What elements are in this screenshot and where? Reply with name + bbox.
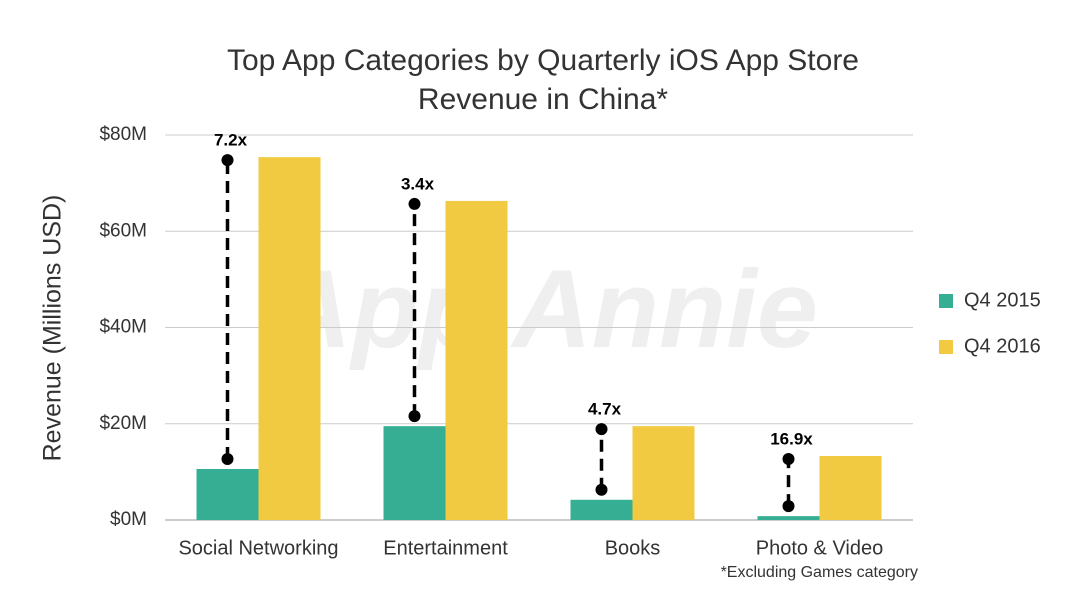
- annotation: 7.2x: [214, 131, 248, 150]
- bar: [196, 468, 259, 520]
- y-tick-label: $20M: [99, 413, 147, 434]
- connector-dot: [221, 154, 234, 167]
- annotation: 4.7x: [588, 400, 622, 419]
- annotation: 3.4x: [401, 174, 435, 193]
- connector-dot: [408, 197, 421, 210]
- bar: [819, 455, 882, 520]
- bar: [570, 499, 633, 520]
- y-tick-label: $80M: [99, 124, 147, 145]
- y-tick-label: $0M: [110, 509, 147, 530]
- legend-label: Q4 2015: [964, 289, 1041, 311]
- connector-dot: [782, 500, 795, 513]
- connector-dot: [595, 423, 608, 436]
- connector-dot: [221, 452, 234, 465]
- chart-title: Top App Categories by Quarterly iOS App …: [227, 44, 859, 77]
- legend-swatch: [939, 340, 953, 354]
- chart-title: Revenue in China*: [418, 83, 668, 116]
- x-tick-label: Entertainment: [383, 537, 508, 559]
- y-tick-label: $40M: [99, 317, 147, 338]
- watermark: App Annie: [269, 248, 818, 371]
- legend-swatch: [939, 294, 953, 308]
- x-tick-label: Photo & Video: [756, 537, 884, 559]
- legend-label: Q4 2016: [964, 335, 1041, 357]
- x-tick-label: Social Networking: [178, 537, 338, 559]
- y-tick-label: $60M: [99, 220, 147, 241]
- annotation: 16.9x: [770, 429, 813, 448]
- bar: [757, 516, 820, 520]
- bar: [445, 200, 508, 520]
- footnote: *Excluding Games category: [721, 564, 918, 581]
- connector-dot: [595, 483, 608, 496]
- connector-dot: [408, 410, 421, 423]
- y-axis-title: Revenue (Millions USD): [39, 195, 67, 462]
- bar: [383, 426, 446, 520]
- bar: [632, 426, 695, 520]
- x-tick-label: Books: [605, 537, 661, 559]
- bar: [258, 157, 321, 520]
- connector-dot: [782, 452, 795, 465]
